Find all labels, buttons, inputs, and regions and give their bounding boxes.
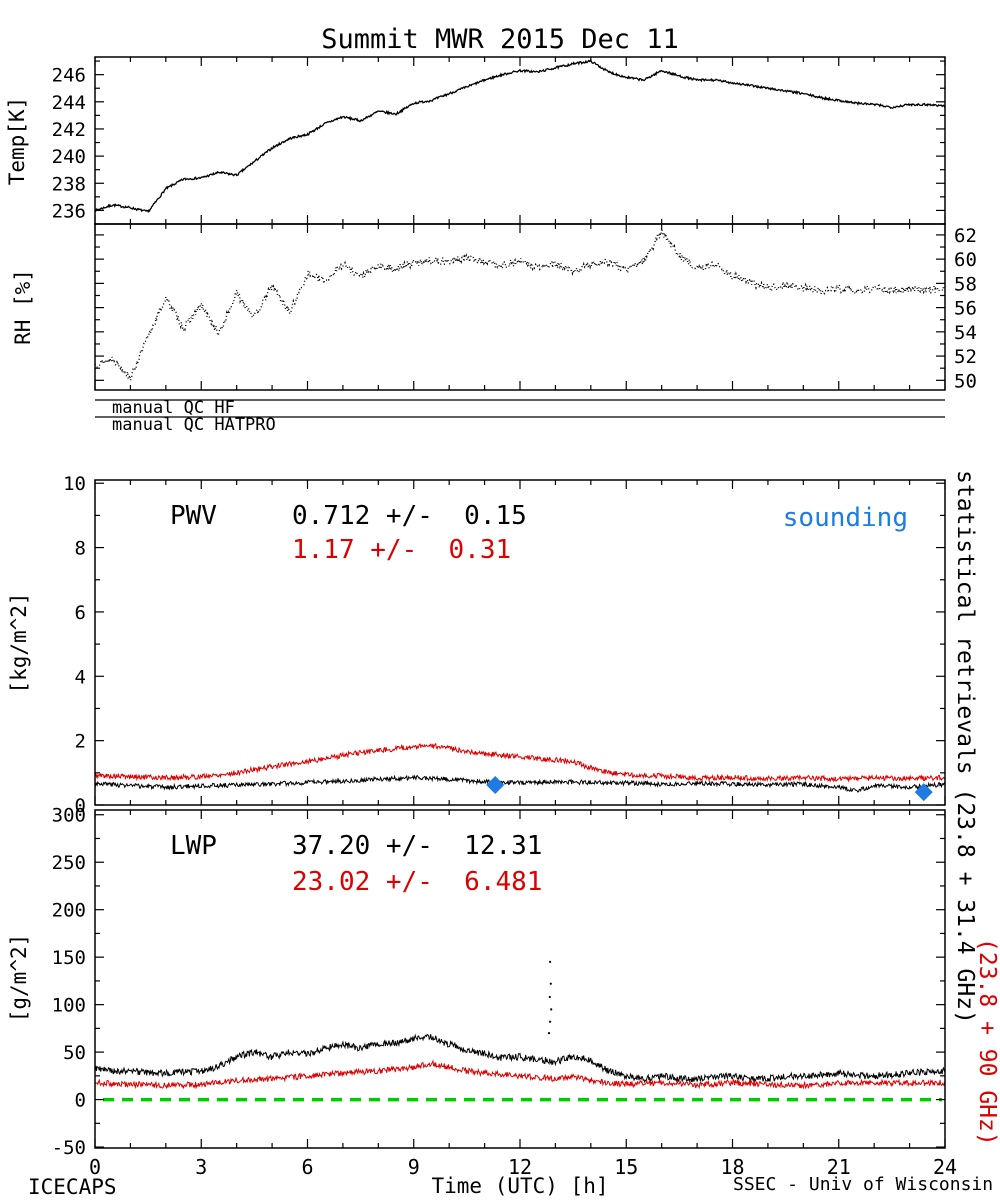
temp-ytick-label: 246 [52, 65, 86, 87]
temp-ytick-label: 238 [52, 173, 86, 195]
rh-ytick-label: 50 [954, 370, 977, 392]
sounding-legend: sounding [783, 503, 908, 533]
temp-axis-label: Temp[K] [5, 97, 29, 186]
pwv-stat-hatpro: 0.712 +/- 0.15 [292, 501, 527, 531]
pwv-hatpro-line [94, 774, 946, 793]
temp-frame [94, 56, 946, 225]
lwp-stat-90ghz: 23.02 +/- 6.481 [292, 867, 542, 897]
temperature-line [94, 59, 946, 214]
pwv-ytick-label: 2 [75, 731, 86, 753]
lwp-label: LWP [170, 831, 217, 861]
lwp-axis-label: [g/m^2] [7, 934, 31, 1023]
temp-ytick-label: 244 [52, 92, 86, 114]
pwv-ytick-label: 0 [75, 795, 86, 817]
lwp-outliers-marker [548, 995, 551, 999]
xtick-label: 21 [827, 1155, 851, 1179]
xtick-label: 0 [89, 1155, 101, 1179]
pwv-panel: 0 2 4 6 8 10 [63, 473, 946, 817]
xtick-label: 3 [195, 1155, 207, 1179]
lwp-outliers-marker [547, 1032, 551, 1035]
chart-title: Summit MWR 2015 Dec 11 [321, 24, 679, 55]
xtick-label: 12 [508, 1155, 532, 1179]
temp-ytick-label: 242 [52, 119, 86, 141]
right-label-90ghz: (23.8 + 90 GHz) [974, 938, 1000, 1146]
xtick-label: 24 [933, 1155, 957, 1179]
lwp-ytick-label: 200 [52, 900, 86, 922]
lwp-outliers-marker [550, 1008, 553, 1011]
plot-layer: 236238240242244246505254565860620246810-… [52, 56, 977, 1179]
pwv-ytick-label: 4 [75, 666, 86, 688]
pwv-ytick-label: 10 [63, 473, 86, 495]
temp-ytick-label: 240 [52, 146, 86, 168]
lwp-ytick-label: 300 [52, 805, 86, 827]
lwp-ytick-label: 150 [52, 947, 86, 969]
pwv-ytick-label: 6 [75, 602, 86, 624]
lwp-ytick-label: 0 [75, 1090, 86, 1112]
rh-ytick-label: 60 [954, 249, 977, 271]
lwp-outliers-marker [549, 960, 552, 964]
lwp-ytick-label: 250 [52, 852, 86, 874]
xtick-label: 9 [408, 1155, 420, 1179]
lwp-hatpro-line [94, 1033, 946, 1084]
pwv-ytick-label: 8 [75, 538, 86, 560]
temp-ytick-label: 236 [52, 200, 86, 222]
right-label-statistical: statistical retrievals (23.8 + 31.4 GHz) [952, 470, 978, 1024]
rh-ytick-label: 58 [954, 273, 977, 295]
icecaps-label: ICECAPS [28, 1175, 117, 1199]
lwp-ytick-label: -50 [52, 1137, 86, 1159]
lwp-outliers-marker [549, 1020, 552, 1023]
rh-ytick-label: 56 [954, 298, 977, 320]
lwp-outliers-marker [549, 982, 552, 985]
rh-ticks [94, 224, 946, 390]
rh-ytick-label: 52 [954, 346, 977, 368]
ssec-label: SSEC - Univ of Wisconsin [733, 1174, 993, 1195]
lwp-stat-hatpro: 37.20 +/- 12.31 [292, 831, 542, 861]
relative-humidity-line [94, 227, 946, 383]
sounding-marker [486, 776, 505, 795]
rh-ytick-label: 62 [954, 225, 977, 247]
rh-axis-label: RH [%] [11, 269, 35, 345]
xtick-label: 18 [720, 1155, 744, 1179]
sounding-marker [914, 783, 933, 802]
lwp-ticks [94, 810, 946, 1148]
pwv-axis-label: [kg/m^2] [7, 592, 31, 693]
temp-panel: 236 238 240 242 244 246 [52, 56, 946, 225]
rh-frame [94, 223, 946, 391]
lwp-90ghz-line [94, 1059, 946, 1090]
pwv-label: PWV [170, 501, 217, 531]
pwv-stat-90ghz: 1.17 +/- 0.31 [292, 535, 511, 565]
rh-ytick-label: 54 [954, 322, 977, 344]
xtick-label: 15 [614, 1155, 638, 1179]
pwv-90ghz-line [94, 742, 946, 783]
temp-ticks [94, 57, 946, 225]
qc-hf-label: manual QC HF [112, 398, 235, 418]
qc-hatpro-label: manual QC HATPRO [112, 415, 276, 435]
pwv-ticks [94, 480, 946, 806]
xtick-label: 6 [301, 1155, 313, 1179]
x-axis-label: Time (UTC) [h] [431, 1174, 608, 1198]
lwp-ytick-label: 50 [63, 1042, 86, 1064]
lwp-ytick-label: 100 [52, 995, 86, 1017]
